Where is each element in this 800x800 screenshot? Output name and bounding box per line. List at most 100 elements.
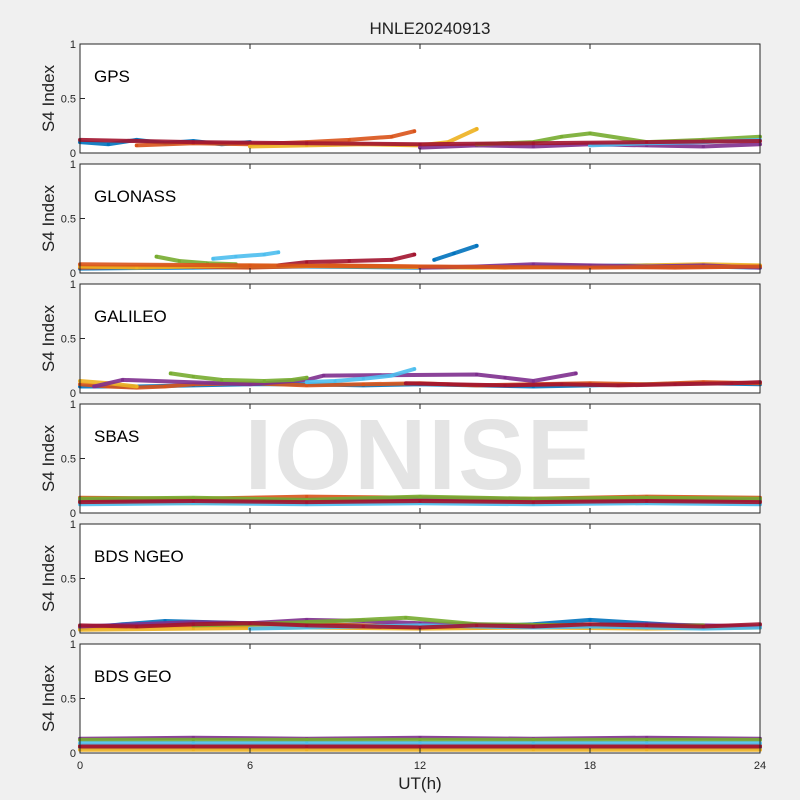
data-point bbox=[361, 377, 365, 381]
y-tick-label: 1 bbox=[70, 639, 76, 651]
y-axis-label: S4 Index bbox=[39, 544, 58, 612]
data-point bbox=[135, 143, 139, 147]
data-point bbox=[503, 383, 507, 387]
data-point bbox=[305, 623, 309, 627]
y-tick-label: 0.5 bbox=[61, 334, 76, 346]
y-axis-label: S4 Index bbox=[39, 424, 58, 492]
data-point bbox=[412, 367, 416, 371]
data-point bbox=[305, 741, 309, 745]
data-point bbox=[412, 129, 416, 133]
y-axis-label: S4 Index bbox=[39, 184, 58, 252]
data-point bbox=[135, 622, 139, 626]
data-point bbox=[305, 260, 309, 264]
data-point bbox=[645, 626, 649, 629]
data-point bbox=[305, 618, 309, 622]
data-point bbox=[645, 496, 649, 500]
data-point bbox=[588, 143, 592, 147]
data-point bbox=[418, 745, 422, 748]
data-point bbox=[418, 626, 422, 629]
data-point bbox=[645, 736, 649, 740]
x-tick-label: 6 bbox=[247, 760, 253, 772]
data-point bbox=[404, 616, 408, 620]
data-point bbox=[92, 385, 96, 388]
data-point bbox=[211, 257, 215, 261]
data-point bbox=[291, 378, 294, 382]
data-point bbox=[305, 383, 309, 387]
panel-label: BDS GEO bbox=[94, 667, 171, 686]
data-point bbox=[390, 258, 394, 262]
panel-label: BDS NGEO bbox=[94, 547, 184, 566]
data-point bbox=[191, 140, 195, 144]
data-point bbox=[191, 745, 195, 748]
data-point bbox=[191, 499, 195, 503]
y-axis-label: S4 Index bbox=[39, 664, 58, 732]
y-tick-label: 0 bbox=[70, 508, 76, 520]
data-point bbox=[390, 374, 394, 378]
data-point bbox=[701, 145, 705, 148]
data-point bbox=[475, 244, 479, 248]
series-line-5 bbox=[211, 250, 281, 261]
data-point bbox=[169, 371, 173, 375]
data-point bbox=[531, 625, 535, 628]
data-point bbox=[531, 141, 535, 145]
data-point bbox=[305, 498, 309, 502]
panel-2: 0 0.5 1 GALILEO S4 Index bbox=[39, 279, 762, 400]
data-point bbox=[418, 738, 422, 742]
y-tick-label: 0.5 bbox=[61, 94, 76, 106]
data-point bbox=[361, 625, 365, 628]
data-point bbox=[531, 741, 535, 745]
data-point bbox=[248, 621, 252, 625]
panel-1: 0 0.5 1 GLONASS S4 Index bbox=[39, 159, 762, 280]
data-point bbox=[475, 623, 479, 627]
data-point bbox=[276, 250, 280, 254]
data-point bbox=[361, 618, 365, 622]
panel-label: SBAS bbox=[94, 427, 139, 446]
data-point bbox=[305, 745, 309, 748]
data-point bbox=[531, 748, 535, 752]
series-line-4 bbox=[168, 371, 309, 383]
data-point bbox=[531, 502, 535, 506]
data-point bbox=[248, 382, 252, 386]
data-point bbox=[730, 381, 734, 385]
data-point bbox=[418, 497, 422, 501]
data-point bbox=[412, 253, 416, 256]
data-point bbox=[248, 145, 252, 148]
data-point bbox=[645, 140, 649, 144]
data-point bbox=[616, 383, 620, 387]
data-point bbox=[305, 495, 309, 499]
data-point bbox=[404, 381, 408, 385]
data-point bbox=[135, 625, 139, 628]
plot-area bbox=[80, 644, 760, 753]
data-point bbox=[475, 373, 479, 376]
y-tick-label: 1 bbox=[70, 159, 76, 171]
data-point bbox=[305, 380, 309, 384]
data-point bbox=[106, 142, 110, 146]
plot-area bbox=[80, 44, 760, 153]
data-point bbox=[531, 262, 535, 266]
x-tick-label: 0 bbox=[77, 760, 83, 772]
data-point bbox=[305, 626, 309, 629]
data-point bbox=[305, 502, 309, 506]
panel-0: 0 0.5 1 GPS S4 Index bbox=[39, 39, 762, 160]
data-point bbox=[701, 627, 705, 631]
y-tick-label: 0 bbox=[70, 628, 76, 640]
data-point bbox=[191, 627, 195, 631]
series-line-6 bbox=[403, 380, 762, 388]
data-point bbox=[645, 745, 649, 748]
panel-5: 0 0.5 1 0 6 12 18 24 BDS GEO S4 Index bbox=[39, 639, 766, 772]
data-point bbox=[446, 382, 450, 386]
data-point bbox=[191, 620, 195, 624]
data-point bbox=[645, 623, 649, 627]
y-tick-label: 1 bbox=[70, 279, 76, 291]
data-point bbox=[135, 266, 139, 270]
data-point bbox=[234, 255, 238, 259]
data-point bbox=[418, 146, 422, 150]
data-point bbox=[390, 135, 394, 139]
data-point bbox=[361, 382, 365, 386]
data-point bbox=[432, 258, 436, 262]
data-point bbox=[673, 382, 677, 386]
y-tick-label: 1 bbox=[70, 39, 76, 51]
data-point bbox=[645, 143, 649, 147]
data-point bbox=[588, 131, 592, 135]
